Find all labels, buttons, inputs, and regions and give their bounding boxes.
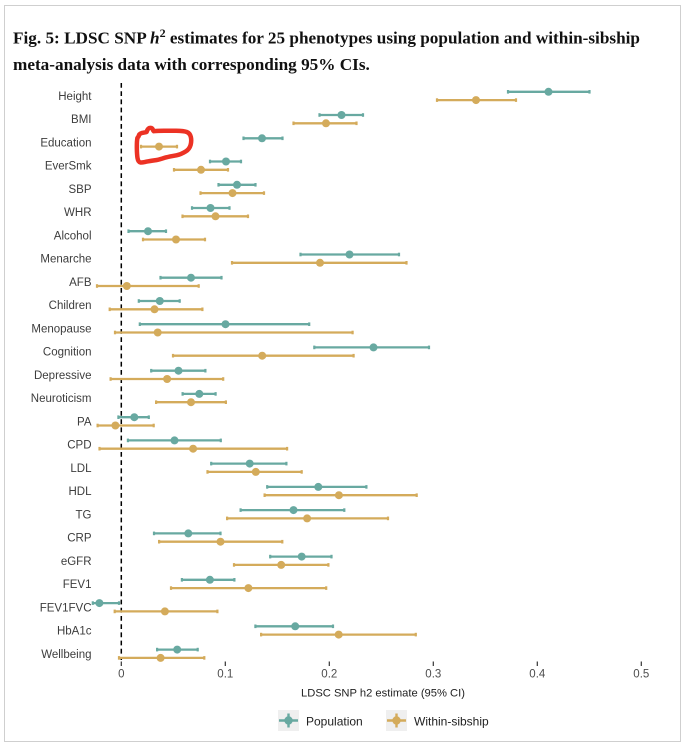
- svg-text:PA: PA: [77, 416, 92, 428]
- svg-text:HbA1c: HbA1c: [57, 626, 92, 638]
- svg-text:Neuroticism: Neuroticism: [31, 393, 92, 405]
- svg-text:BMI: BMI: [71, 114, 91, 126]
- svg-text:LDL: LDL: [70, 463, 92, 475]
- svg-text:TG: TG: [76, 509, 92, 521]
- svg-text:CRP: CRP: [67, 533, 92, 545]
- svg-text:0.4: 0.4: [529, 669, 546, 681]
- svg-text:0.1: 0.1: [217, 669, 233, 681]
- svg-text:Depressive: Depressive: [34, 370, 92, 382]
- svg-text:Education: Education: [40, 138, 91, 150]
- svg-text:SBP: SBP: [68, 184, 91, 196]
- svg-text:eGFR: eGFR: [61, 556, 92, 568]
- svg-text:Height: Height: [58, 91, 92, 103]
- svg-text:Wellbeing: Wellbeing: [41, 649, 91, 661]
- svg-text:LDSC SNP h2 estimate (95% CI): LDSC SNP h2 estimate (95% CI): [301, 688, 465, 700]
- svg-text:0.5: 0.5: [633, 669, 649, 681]
- svg-text:Menopause: Menopause: [31, 323, 91, 335]
- svg-text:0.2: 0.2: [321, 669, 337, 681]
- svg-text:Population: Population: [306, 715, 363, 729]
- svg-text:0.3: 0.3: [425, 669, 441, 681]
- svg-text:0: 0: [118, 669, 124, 681]
- svg-text:AFB: AFB: [69, 277, 92, 289]
- svg-text:Cognition: Cognition: [43, 347, 92, 359]
- svg-text:Alcohol: Alcohol: [54, 230, 92, 242]
- svg-text:CPD: CPD: [67, 440, 91, 452]
- svg-text:FEV1: FEV1: [63, 579, 92, 591]
- svg-text:Within-sibship: Within-sibship: [414, 715, 489, 729]
- svg-text:Menarche: Menarche: [40, 254, 91, 266]
- svg-text:WHR: WHR: [64, 207, 91, 219]
- svg-text:EverSmk: EverSmk: [45, 161, 92, 173]
- svg-text:HDL: HDL: [68, 486, 92, 498]
- svg-text:Children: Children: [49, 300, 92, 312]
- svg-text:FEV1FVC: FEV1FVC: [40, 602, 92, 614]
